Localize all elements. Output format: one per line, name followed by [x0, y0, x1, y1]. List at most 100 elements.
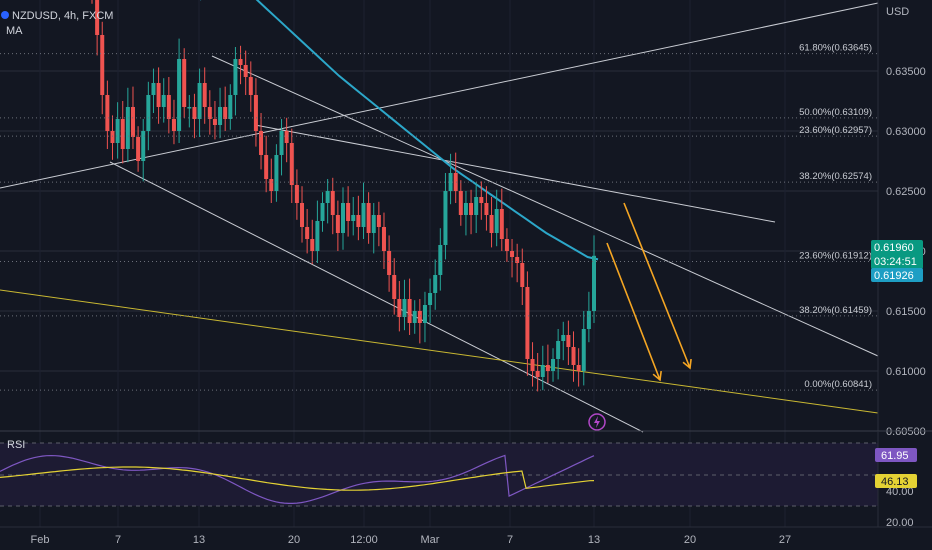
candle-body	[387, 251, 392, 275]
last-price-badge	[871, 240, 923, 269]
candle-body	[510, 251, 515, 257]
candle-body	[274, 155, 279, 191]
candle-body	[182, 59, 187, 107]
candle-body	[458, 191, 463, 215]
candle-body	[289, 143, 294, 185]
fib-level-label: 61.80%(0.63645)	[799, 43, 872, 54]
candle-body	[535, 371, 540, 377]
candle-body	[202, 83, 207, 107]
candle-body	[484, 203, 489, 215]
candle-body	[171, 119, 176, 131]
time-tick-label: 7	[507, 534, 513, 546]
candle-body	[141, 131, 146, 161]
candle-body	[479, 197, 484, 203]
candle-body	[489, 215, 494, 233]
candle-body	[351, 215, 356, 221]
arrow-head	[682, 358, 692, 370]
candle-body	[361, 203, 366, 227]
candle-body	[443, 191, 448, 245]
rsi-label[interactable]: RSI	[7, 439, 25, 451]
candle-body	[402, 299, 407, 317]
candle-body	[448, 173, 453, 191]
last-price-value: 0.61960	[874, 242, 914, 254]
candle-body	[95, 0, 100, 35]
candle-body	[151, 83, 156, 95]
candle-body	[428, 293, 433, 305]
candle-body	[545, 365, 550, 371]
candle-body	[156, 83, 161, 107]
candle-body	[556, 341, 561, 359]
rsi-line	[0, 454, 595, 504]
time-tick-label: 7	[115, 534, 121, 546]
rsi-ma-line	[0, 466, 595, 491]
candle-body	[525, 287, 530, 359]
time-tick-label: Feb	[31, 534, 50, 546]
candle-body	[381, 227, 386, 251]
candle-body	[520, 263, 525, 287]
time-axis[interactable]: Feb 7 13 20 12:00 Mar 7 13 20 27	[31, 534, 792, 546]
candle-body	[192, 107, 197, 119]
candle-body	[233, 59, 238, 95]
down-arrow-icon	[623, 202, 691, 369]
candle-body	[125, 107, 130, 149]
symbol-logo-icon	[1, 11, 9, 19]
down-arrow-icon	[606, 242, 661, 381]
candle-body	[422, 305, 427, 323]
alert-icon[interactable]	[588, 413, 606, 431]
rsi-lines	[0, 454, 595, 504]
indicator-label[interactable]: MA	[6, 25, 23, 37]
candle-body	[530, 359, 535, 371]
candle-body	[130, 107, 135, 137]
channel-lower-line	[109, 161, 644, 433]
candle-body	[499, 209, 504, 239]
support-trendline	[0, 289, 879, 414]
candle-body	[300, 203, 305, 227]
candle-body	[366, 203, 371, 233]
projection-arrows	[606, 202, 692, 382]
candle-body	[187, 107, 192, 109]
candle-body	[586, 311, 591, 329]
candle-body	[105, 95, 110, 131]
time-tick-label: 20	[288, 534, 300, 546]
candle-body	[571, 347, 576, 365]
candle-body	[392, 275, 397, 299]
candle-body	[310, 239, 315, 251]
candle-body	[494, 209, 499, 233]
time-tick-label: 12:00	[350, 534, 378, 546]
candle-body	[243, 65, 248, 77]
fib-level-label: 23.60%(0.61912)	[799, 251, 872, 262]
price-tick-label: 0.60500	[886, 426, 926, 438]
channel-upper-line	[211, 55, 879, 357]
candle-body	[397, 299, 402, 317]
candle-body	[376, 215, 381, 227]
moving-average-line	[200, 0, 599, 261]
candle-body	[197, 83, 202, 119]
candle-body	[341, 203, 345, 233]
candle-body	[223, 107, 228, 119]
candle-body	[407, 299, 412, 323]
price-tick-label: 0.61000	[886, 366, 926, 378]
candle-body	[504, 239, 509, 251]
rsi-tick-40: 40.00	[886, 486, 914, 498]
candle-body	[417, 311, 422, 323]
candle-body	[177, 59, 182, 131]
candle-body	[561, 335, 566, 341]
candle-body	[581, 329, 586, 371]
price-tick-label: 0.62500	[886, 186, 926, 198]
symbol-label[interactable]: NZDUSD, 4h, FXCM	[12, 10, 113, 22]
candle-body	[212, 119, 217, 125]
price-tick-label: 0.63500	[886, 66, 926, 78]
candle-body	[269, 179, 274, 191]
candle-body	[238, 59, 243, 65]
moving-average-layer	[200, 0, 599, 261]
candle-body	[356, 215, 361, 227]
lightning-icon	[594, 416, 600, 428]
candles	[91, 0, 596, 392]
candle-body	[228, 95, 233, 119]
candle-body	[346, 203, 351, 221]
candle-body	[540, 365, 545, 377]
trendlines	[0, 2, 879, 433]
candle-body	[305, 227, 310, 239]
rsi-value: 61.95	[881, 450, 909, 462]
